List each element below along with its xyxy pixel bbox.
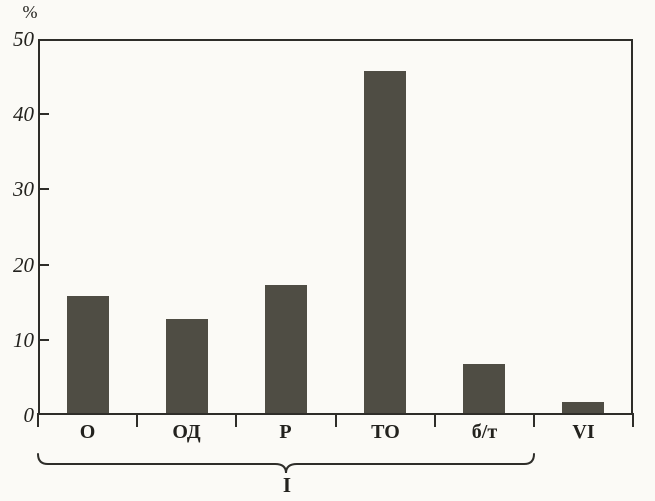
y-tick-label: 0 [23,403,35,427]
y-tick-label: 50 [13,27,34,51]
y-tick-mark [40,263,49,266]
bar [67,296,109,413]
y-tick-label: 20 [13,252,34,277]
bar [364,71,406,413]
x-category-label: Р [279,421,292,443]
bar [562,402,604,413]
x-tick-mark [632,413,634,427]
bar [265,285,307,413]
y-tick-label: 30 [13,177,34,202]
y-tick-mark [40,338,49,341]
bar [463,364,505,413]
x-tick-mark [434,413,436,427]
plot-area [38,39,633,415]
y-tick-label: 10 [13,327,34,352]
y-tick-mark [40,188,49,191]
x-tick-mark [235,413,237,427]
x-tick-mark [533,413,535,427]
bar [166,319,208,413]
y-tick-label: 40 [13,102,34,127]
x-category-label: б/т [471,421,498,443]
group-bracket-label: I [282,473,292,497]
y-axis-unit-label: % [22,2,38,22]
x-tick-mark [37,413,39,427]
x-category-label: VI [572,421,595,443]
x-category-label: О [79,421,96,443]
group-bracket-icon [37,453,535,474]
x-tick-mark [136,413,138,427]
x-category-label: ОД [172,421,201,443]
x-category-label: ТО [371,421,400,443]
y-tick-mark [40,113,49,116]
x-tick-mark [335,413,337,427]
